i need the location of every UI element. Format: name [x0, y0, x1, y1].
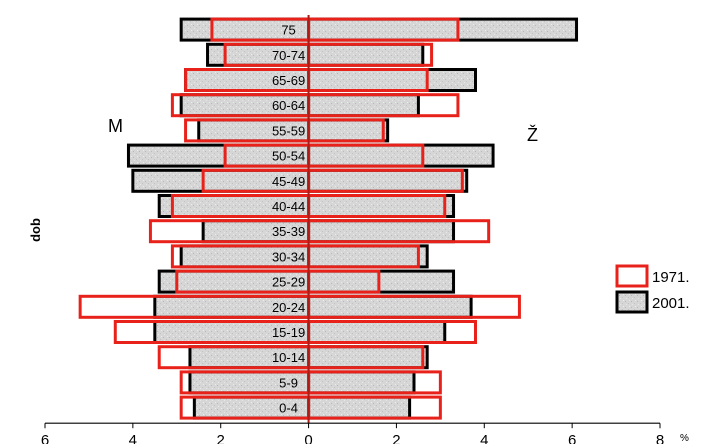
legend-swatch-2001	[615, 290, 649, 314]
age-group-label: 35-39	[272, 224, 305, 239]
legend-label-1971: 1971.	[652, 269, 690, 286]
legend-swatch-1971	[615, 264, 649, 288]
age-group-label: 65-69	[272, 73, 305, 88]
age-group-label: 10-14	[272, 350, 305, 365]
bar-2001-female	[307, 345, 429, 370]
bar-2001-female	[307, 320, 447, 344]
x-unit-label: %	[680, 433, 689, 444]
age-group-label: 15-19	[272, 325, 305, 340]
x-tick-label: 4	[129, 432, 137, 444]
bar-2001-female	[307, 143, 495, 168]
age-group-label: 0-4	[279, 401, 298, 416]
bar-2001-female	[307, 118, 390, 143]
female-side-label: Ž	[527, 125, 538, 145]
age-group-label: 5-9	[279, 375, 298, 390]
x-tick-labels: 6 4 2 0 2 4 6 8	[41, 423, 664, 444]
y-axis-label: dob	[28, 218, 43, 242]
x-tick-label: 8	[656, 432, 664, 444]
age-group-label: 45-49	[272, 174, 305, 189]
x-tick-label: 6	[41, 432, 49, 444]
male-side-label: M	[108, 116, 123, 136]
age-group-label: 25-29	[272, 275, 305, 290]
axes	[45, 15, 660, 424]
x-tick-label: 4	[480, 432, 488, 444]
age-group-label: 30-34	[272, 249, 305, 264]
x-tick-label: 0	[304, 432, 312, 444]
bar-2001-female	[307, 219, 456, 244]
age-group-label: 75	[281, 23, 295, 38]
bar-2001-female	[307, 370, 416, 395]
age-group-label: 70-74	[272, 48, 305, 63]
bar-2001-female	[307, 168, 469, 193]
bar-2001-female	[307, 294, 473, 319]
age-group-label: 60-64	[272, 98, 305, 113]
x-tick-label: 6	[568, 432, 576, 444]
x-tick-label: 2	[392, 432, 400, 444]
age-group-label: 55-59	[272, 123, 305, 138]
age-group-labels: 75 70-74 65-69 60-64 55-59 50-54 45-49 40-44 35-…	[272, 23, 305, 416]
bar-2001-female	[307, 395, 412, 420]
bar-2001-female	[307, 68, 478, 92]
bar-2001-female	[307, 17, 579, 42]
age-group-label: 50-54	[272, 149, 305, 164]
legend-label-2001: 2001.	[652, 295, 690, 312]
legend: 1971. 2001.	[615, 264, 690, 314]
age-group-label: 20-24	[272, 300, 305, 315]
series-2001-bars	[126, 17, 579, 420]
bar-2001-female	[307, 93, 420, 118]
x-tick-label: 2	[217, 432, 225, 444]
age-group-label: 40-44	[272, 199, 305, 214]
bar-2001-female	[307, 194, 456, 218]
bar-2001-female	[307, 269, 456, 294]
bar-2001-female	[307, 42, 425, 67]
bar-2001-female	[307, 244, 429, 269]
